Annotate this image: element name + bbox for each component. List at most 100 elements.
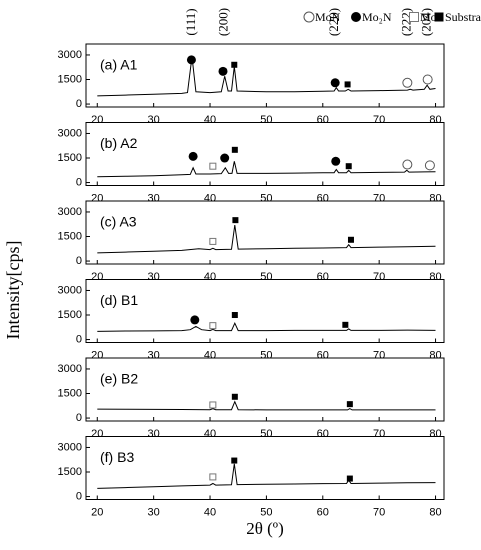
x-tick-label: 40: [204, 428, 216, 440]
y-tick-label: 0: [76, 333, 82, 345]
miller-index: (200): [216, 8, 231, 36]
legend-symbol: [434, 12, 444, 22]
marker: [402, 159, 413, 170]
x-tick-label: 80: [429, 192, 441, 204]
panel-title: (d) B1: [100, 292, 138, 308]
marker: [209, 162, 217, 170]
y-tick-label: 0: [76, 98, 82, 110]
marker: [190, 315, 200, 325]
x-tick-label: 70: [373, 428, 385, 440]
y-tick-label: 1500: [58, 230, 82, 242]
plot-frame: [85, 436, 445, 500]
y-tick-label: 3000: [58, 284, 82, 296]
plot-frame: [85, 122, 445, 186]
x-tick-label: 20: [91, 506, 103, 518]
x-tick-label: 50: [260, 192, 272, 204]
marker: [231, 61, 238, 68]
plot-frame: [85, 357, 445, 422]
plot-frame: [85, 200, 445, 265]
x-tick-label: 40: [204, 114, 216, 126]
marker: [346, 401, 353, 408]
x-tick-label: 40: [204, 192, 216, 204]
panel-title: (e) B2: [100, 371, 138, 387]
y-tick-label: 0: [76, 176, 82, 188]
spectrum-line: [97, 400, 436, 411]
x-tick-label: 30: [148, 349, 160, 361]
panel-title: (f) B3: [100, 449, 134, 465]
spectrum-line: [97, 321, 436, 332]
y-tick-label: 1500: [58, 387, 82, 399]
y-tick-label: 3000: [58, 206, 82, 218]
x-tick-label: 50: [260, 114, 272, 126]
x-tick-label: 60: [317, 506, 329, 518]
y-tick-label: 3000: [58, 363, 82, 375]
legend-label: MoN: [315, 10, 341, 24]
marker: [220, 153, 230, 163]
marker: [345, 163, 352, 170]
marker: [186, 55, 196, 65]
marker: [347, 236, 354, 243]
y-tick-label: 1500: [58, 309, 82, 321]
x-tick-label: 30: [148, 506, 160, 518]
y-tick-label: 3000: [58, 49, 82, 61]
y-tick-label: 0: [76, 412, 82, 424]
panel-title: (c) A3: [100, 214, 137, 230]
x-tick-label: 40: [204, 506, 216, 518]
marker: [231, 312, 238, 319]
plot-frame: [85, 43, 445, 108]
x-tick-label: 40: [204, 349, 216, 361]
marker: [422, 74, 433, 85]
marker: [344, 81, 351, 88]
y-tick-label: 0: [76, 490, 82, 502]
marker: [402, 77, 413, 88]
marker: [331, 156, 341, 166]
marker: [188, 151, 198, 161]
marker: [218, 66, 228, 76]
x-tick-label: 80: [429, 349, 441, 361]
y-tick-label: 1500: [58, 152, 82, 164]
x-axis-label: 2θ (º): [246, 519, 284, 538]
x-tick-label: 70: [373, 192, 385, 204]
y-axis-label: Intensity[cps]: [3, 241, 23, 340]
marker: [232, 217, 239, 224]
x-tick-label: 60: [317, 349, 329, 361]
marker: [231, 146, 238, 153]
miller-index: (204): [419, 8, 434, 36]
x-tick-label: 20: [91, 349, 103, 361]
x-tick-label: 50: [260, 428, 272, 440]
x-tick-label: 30: [148, 114, 160, 126]
x-tick-label: 60: [317, 271, 329, 283]
y-tick-label: 0: [76, 255, 82, 267]
y-tick-label: 1500: [58, 73, 82, 85]
x-tick-label: 60: [317, 114, 329, 126]
legend-symbol: [351, 12, 361, 22]
panel-title: (a) A1: [100, 57, 138, 73]
x-tick-label: 80: [429, 114, 441, 126]
x-tick-label: 20: [91, 271, 103, 283]
marker: [342, 321, 349, 328]
marker: [209, 237, 217, 245]
legend-label: Mo₂N: [362, 10, 392, 24]
x-tick-label: 70: [373, 271, 385, 283]
x-tick-label: 50: [260, 349, 272, 361]
x-tick-label: 50: [260, 506, 272, 518]
x-tick-label: 70: [373, 506, 385, 518]
marker: [424, 160, 435, 171]
x-tick-label: 20: [91, 192, 103, 204]
x-tick-label: 30: [148, 271, 160, 283]
x-tick-label: 20: [91, 428, 103, 440]
legend-symbol: [303, 11, 315, 23]
x-tick-label: 30: [148, 428, 160, 440]
plot-frame: [85, 279, 445, 343]
legend-symbol: [409, 12, 419, 22]
y-tick-label: 1500: [58, 466, 82, 478]
miller-index: (111): [183, 8, 198, 35]
marker: [209, 401, 217, 409]
y-tick-label: 3000: [58, 441, 82, 453]
x-tick-label: 50: [260, 271, 272, 283]
marker: [330, 78, 340, 88]
x-tick-label: 60: [317, 428, 329, 440]
legend-label: Substrate: [445, 10, 481, 24]
miller-index: (220): [326, 8, 341, 36]
x-tick-label: 20: [91, 114, 103, 126]
